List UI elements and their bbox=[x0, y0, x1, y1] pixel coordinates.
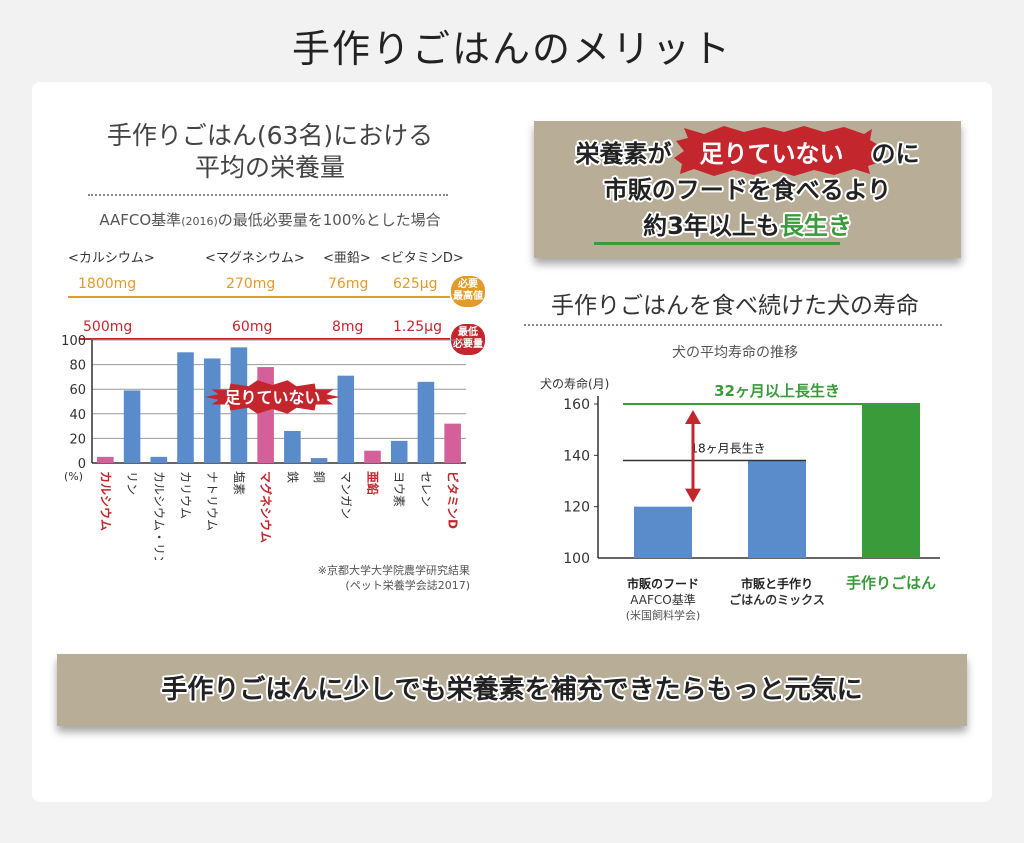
y-tick-label: 80 bbox=[69, 359, 86, 374]
header-magnesium: <マグネシウム> bbox=[205, 251, 305, 266]
min-value-calcium: 500mg bbox=[83, 319, 133, 335]
right-chart-subtitle: 犬の平均寿命の推移 bbox=[672, 345, 798, 361]
difference-arrow-head-bottom bbox=[685, 488, 701, 503]
bar bbox=[364, 450, 381, 463]
y-tick-label: 0 bbox=[78, 457, 86, 472]
y-tick-label: 20 bbox=[69, 432, 86, 447]
bar bbox=[203, 358, 221, 463]
bar bbox=[97, 456, 114, 463]
x-tick-label: セレン bbox=[419, 471, 433, 507]
min-badge: 最低 必要量 bbox=[451, 324, 485, 355]
left-chart-title: 手作りごはん(63名)における 平均の栄養量 bbox=[60, 120, 480, 184]
bar bbox=[284, 431, 301, 463]
banner-line3-pre: 約3年以上も bbox=[643, 212, 780, 240]
left-title-line1: 手作りごはん(63名)における bbox=[106, 121, 434, 150]
x-tick-label-line2: ごはんのミックス bbox=[729, 592, 825, 607]
bar bbox=[862, 404, 920, 558]
banner-green-underline bbox=[594, 242, 840, 245]
bar bbox=[417, 381, 435, 463]
banner-line2: 市販のフードを食べるより bbox=[603, 176, 892, 204]
bar bbox=[444, 423, 461, 463]
banner-text: 栄養素が 足りていない のに 市販のフードを食べるより 約3年以上も長生き bbox=[534, 136, 961, 244]
min-value-vitd: 1.25μg bbox=[393, 319, 442, 335]
x-tick-label-line1: 市販のフード bbox=[627, 576, 699, 591]
max-value-calcium: 1800mg bbox=[78, 276, 137, 292]
y-tick-label: 140 bbox=[563, 448, 590, 464]
x-tick-label: ナトリウム bbox=[205, 471, 219, 531]
x-tick-label: 塩素 bbox=[232, 471, 247, 495]
right-title-divider bbox=[524, 324, 942, 326]
x-tick-label: リン bbox=[125, 471, 139, 495]
bottom-banner-text: 手作りごはんに少しでも栄養素を補充できたらもっと元気に bbox=[161, 675, 863, 705]
bar bbox=[150, 456, 168, 463]
y-axis-label: (%) bbox=[64, 470, 83, 483]
x-tick-label: マグネシウム bbox=[259, 471, 274, 543]
max-value-magnesium: 270mg bbox=[226, 276, 276, 292]
bar bbox=[310, 458, 328, 463]
max-line bbox=[68, 296, 450, 298]
shortage-burst bbox=[205, 380, 340, 414]
bar bbox=[634, 506, 692, 558]
x-tick-label: 鉄 bbox=[285, 471, 300, 483]
min-value-zinc: 8mg bbox=[332, 319, 364, 335]
left-title-divider bbox=[88, 194, 448, 196]
source-note: ※京都大学大学院農学研究結果 (ペット栄養学会誌2017) bbox=[270, 563, 470, 593]
page-title: 手作りごはんのメリット bbox=[291, 27, 732, 71]
source-note-line1: ※京都大学大学院農学研究結果 bbox=[317, 564, 470, 577]
x-tick-label-line2: AAFCO基準 bbox=[630, 592, 695, 607]
x-tick-label: カルシウム・リン比率 bbox=[152, 471, 167, 560]
right-chart-title: 手作りごはんを食べ続けた犬の寿命 bbox=[551, 293, 919, 319]
y-tick-label: 100 bbox=[563, 551, 590, 567]
x-tick-label: マンガン bbox=[339, 471, 353, 519]
banner-line1-pre: 栄養素が bbox=[575, 140, 672, 168]
x-tick-label: カルシウム bbox=[98, 471, 112, 531]
aafco-caption: AAFCO基準(2016)の最低必要量を100%とした場合 bbox=[60, 209, 480, 230]
banner-line3-green: 長生き bbox=[779, 212, 852, 240]
max-value-vitd: 625μg bbox=[393, 276, 438, 292]
shortage-burst-label: 足りていない bbox=[224, 388, 320, 407]
x-tick-label: ビタミンD bbox=[446, 471, 461, 529]
min-value-magnesium: 60mg bbox=[232, 319, 273, 335]
source-note-line2: (ペット栄養学会誌2017) bbox=[345, 579, 470, 592]
y-axis-label: 犬の寿命(月) bbox=[540, 376, 609, 391]
banner-line1: 栄養素が 足りていない のに bbox=[534, 136, 961, 172]
aafco-year: (2016) bbox=[181, 215, 218, 228]
aafco-main: AAFCO基準 bbox=[99, 211, 182, 229]
bottom-banner bbox=[57, 654, 967, 726]
banner-line3: 約3年以上も長生き bbox=[534, 208, 961, 244]
y-tick-label: 60 bbox=[69, 383, 86, 398]
max-badge: 必要 最高値 bbox=[451, 276, 485, 307]
header-calcium: <カルシウム> bbox=[68, 251, 155, 266]
bar bbox=[123, 390, 141, 463]
y-tick-label: 120 bbox=[563, 500, 590, 516]
header-vitd: <ビタミンD> bbox=[380, 251, 464, 266]
y-tick-label: 40 bbox=[69, 408, 86, 423]
header-zinc: <亜鉛> bbox=[323, 251, 371, 266]
aafco-rest: の最低必要量を100%とした場合 bbox=[217, 211, 441, 229]
y-tick-label: 160 bbox=[563, 397, 590, 413]
difference-arrow-head-top bbox=[685, 410, 701, 424]
bar bbox=[177, 352, 194, 463]
min-line bbox=[80, 338, 450, 340]
x-tick-label: 銅 bbox=[312, 471, 326, 483]
y-tick-label: 100 bbox=[61, 334, 86, 349]
x-tick-label: 亜鉛 bbox=[366, 471, 381, 495]
x-tick-label: ヨウ素 bbox=[392, 471, 406, 507]
x-tick-label-line1: 市販と手作り bbox=[741, 576, 813, 591]
bar bbox=[390, 440, 408, 463]
banner-line1-post: のに bbox=[871, 140, 920, 168]
x-tick-label-line3: (米国飼料学会) bbox=[626, 608, 701, 622]
bar bbox=[748, 460, 806, 558]
x-tick-label-line1: 手作りごはん bbox=[846, 574, 936, 592]
lifespan-bar-chart: 犬の寿命(月) 100 120 140 160 市販のフードAAFCO基準(米国飼料学会)… bbox=[540, 376, 940, 622]
max-value-zinc: 76mg bbox=[328, 276, 369, 292]
annotation-18-months: 18ヶ月長生き bbox=[690, 441, 765, 455]
banner-burst-label: 足りていない bbox=[699, 140, 844, 168]
bar bbox=[337, 375, 355, 463]
left-title-line2: 平均の栄養量 bbox=[194, 153, 345, 182]
x-tick-label: カリウム bbox=[179, 471, 193, 519]
nutrition-bar-chart: 0 20 40 60 80 100 (%) カルシウム リン カルシウム・リン比率 カリウム ナトリウ… bbox=[61, 334, 466, 560]
annotation-32-months: 32ヶ月以上長生き bbox=[714, 382, 840, 400]
banner-burst-shape bbox=[674, 126, 880, 176]
